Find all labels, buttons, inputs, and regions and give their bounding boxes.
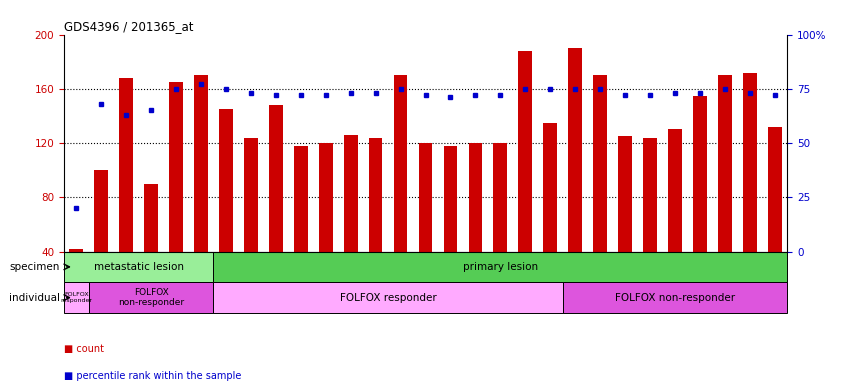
Bar [64, 252, 214, 282]
Bar [319, 143, 333, 252]
Bar [494, 143, 507, 252]
Bar [89, 282, 214, 313]
Bar [394, 75, 408, 252]
Text: FOLFOX
non-responder: FOLFOX non-responder [118, 288, 184, 307]
Bar [294, 146, 308, 252]
Text: specimen: specimen [9, 262, 60, 272]
Bar [643, 137, 657, 252]
Bar [443, 146, 457, 252]
Bar [568, 48, 582, 252]
Bar [563, 282, 787, 313]
Bar [693, 96, 706, 252]
Bar [743, 73, 757, 252]
Bar [64, 282, 89, 313]
Bar [145, 184, 158, 252]
Bar [344, 135, 357, 252]
Bar [70, 249, 83, 252]
Text: FOLFOX non-responder: FOLFOX non-responder [615, 293, 735, 303]
Bar [214, 252, 787, 282]
Bar [169, 82, 183, 252]
Bar [244, 137, 258, 252]
Text: FOLFOX
responder: FOLFOX responder [60, 292, 92, 303]
Bar [768, 127, 781, 252]
Bar [214, 282, 563, 313]
Bar [219, 109, 233, 252]
Text: GDS4396 / 201365_at: GDS4396 / 201365_at [64, 20, 193, 33]
Bar [668, 129, 682, 252]
Bar [518, 51, 532, 252]
Text: ■ percentile rank within the sample: ■ percentile rank within the sample [64, 371, 241, 381]
Bar [368, 137, 382, 252]
Text: primary lesion: primary lesion [463, 262, 538, 272]
Bar [119, 78, 133, 252]
Bar [194, 75, 208, 252]
Text: ■ count: ■ count [64, 344, 104, 354]
Bar [618, 136, 632, 252]
Bar [718, 75, 732, 252]
Text: individual: individual [9, 293, 60, 303]
Bar [593, 75, 607, 252]
Bar [469, 143, 483, 252]
Bar [419, 143, 432, 252]
Text: FOLFOX responder: FOLFOX responder [340, 293, 437, 303]
Bar [94, 170, 108, 252]
Bar [269, 105, 283, 252]
Text: metastatic lesion: metastatic lesion [94, 262, 184, 272]
Bar [543, 123, 557, 252]
